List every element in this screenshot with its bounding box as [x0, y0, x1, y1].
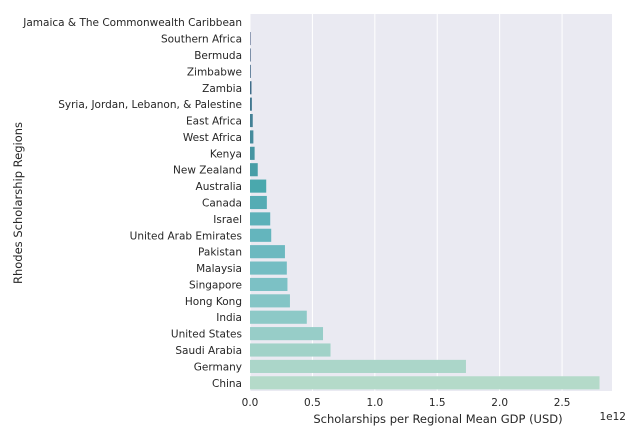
bar [250, 294, 290, 308]
y-category-label: Jamaica & The Commonwealth Caribbean [22, 17, 242, 29]
bar [250, 343, 331, 357]
bar [250, 261, 287, 275]
y-category-label: Pakistan [198, 247, 242, 259]
bar [250, 212, 271, 226]
bar [250, 130, 254, 144]
bar [250, 228, 272, 242]
bar [250, 48, 251, 62]
x-axis-title: Scholarships per Regional Mean GDP (USD) [313, 412, 562, 426]
bar [250, 81, 252, 95]
y-category-label: Malaysia [196, 263, 242, 275]
x-tick-label: 1.5 [429, 397, 446, 409]
y-category-label: United Arab Emirates [130, 230, 242, 242]
y-category-label: Hong Kong [185, 296, 242, 308]
x-tick-label: 0.0 [242, 397, 259, 409]
y-category-label: West Africa [183, 132, 242, 144]
bar [250, 277, 288, 292]
bar [250, 97, 252, 111]
y-category-label: Germany [194, 361, 242, 373]
bar [250, 359, 466, 373]
bar [250, 327, 324, 341]
y-category-label: New Zealand [173, 165, 242, 177]
bar [250, 179, 267, 193]
y-category-label: India [216, 312, 242, 324]
y-category-label: Syria, Jordan, Lebanon, & Palestine [58, 99, 242, 111]
y-category-label: United States [171, 329, 242, 341]
y-category-label: Singapore [189, 279, 242, 291]
y-category-label: China [212, 378, 242, 390]
bar [250, 245, 285, 259]
y-axis-title: Rhodes Scholarship Regions [11, 122, 25, 284]
y-category-label: Kenya [210, 148, 242, 160]
y-category-label: Israel [213, 214, 242, 226]
x-tick-label: 0.5 [304, 397, 321, 409]
y-category-label: Zambia [202, 83, 242, 95]
y-category-label: East Africa [186, 116, 242, 128]
bar [250, 64, 251, 78]
bar [250, 376, 600, 390]
y-category-label: Zimbabwe [187, 66, 242, 78]
y-axis-categories: Jamaica & The Commonwealth Caribbean Sout… [22, 17, 242, 390]
x-tick-label: 1.0 [366, 397, 383, 409]
x-tick-label: 2.5 [554, 397, 571, 409]
y-category-label: Australia [196, 181, 242, 193]
bar [250, 146, 255, 160]
bar [250, 163, 258, 177]
bars [250, 32, 600, 390]
bar [250, 195, 267, 210]
y-category-label: Canada [202, 198, 242, 210]
y-category-label: Bermuda [194, 50, 242, 62]
bar [250, 113, 253, 128]
y-category-label: Saudi Arabia [175, 345, 242, 357]
x-axis-ticks: 0.0 0.5 1.0 1.5 2.0 2.5 [242, 397, 571, 409]
y-category-label: Southern Africa [161, 34, 242, 46]
bar [250, 310, 307, 324]
x-tick-label: 2.0 [491, 397, 508, 409]
x-axis-offset-text: 1e12 [599, 411, 626, 423]
